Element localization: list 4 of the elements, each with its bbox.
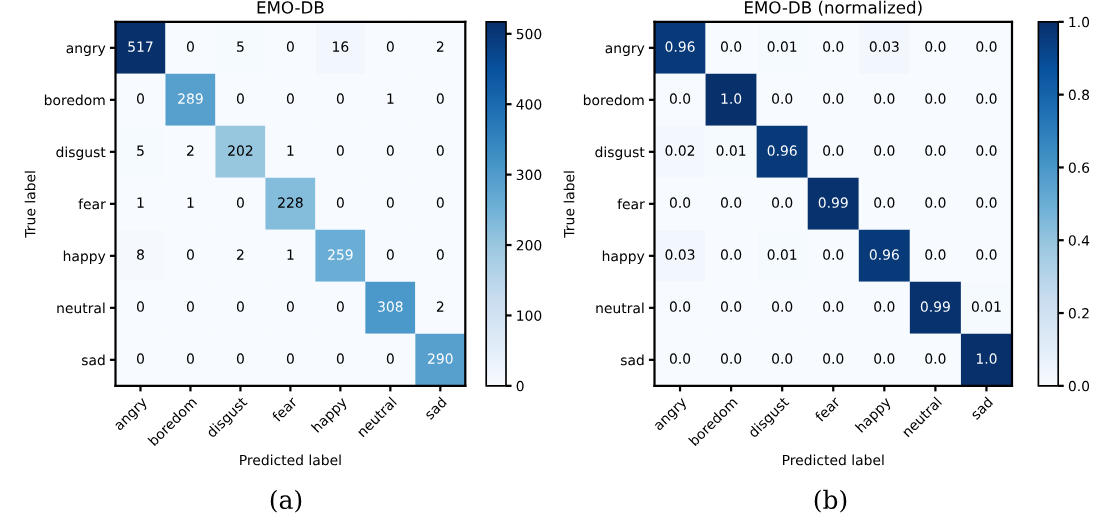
text: (b) [814,489,847,513]
text: (a) [270,489,302,513]
chart-title: EMO-DB [257,1,324,14]
chart-title: EMO-DB (normalized) [745,0,922,16]
